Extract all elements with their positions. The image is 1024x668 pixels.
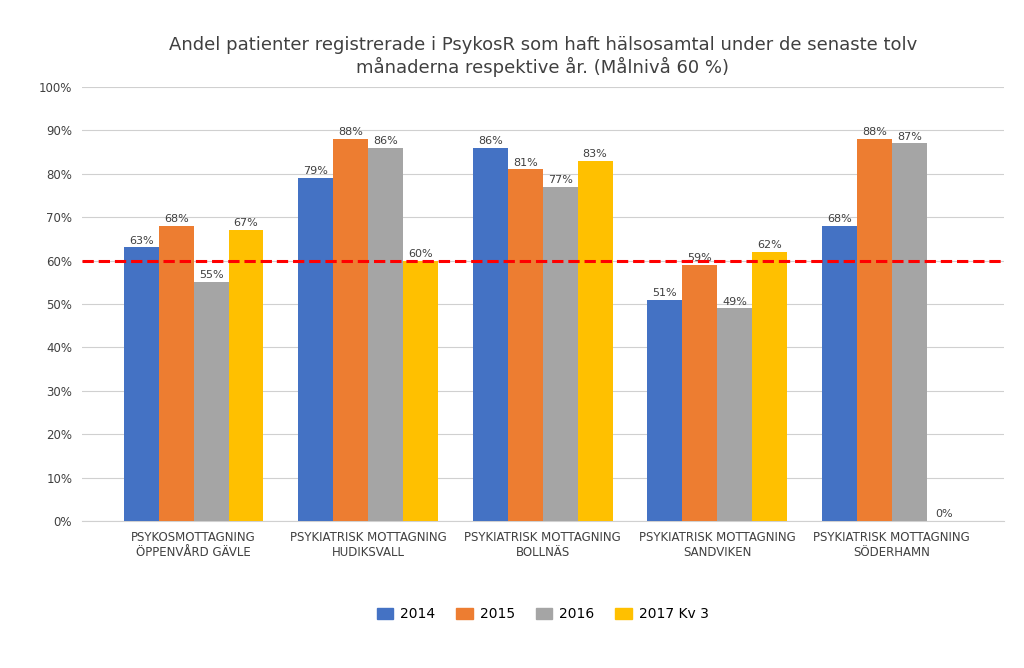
Bar <box>717 309 753 521</box>
Bar <box>647 299 682 521</box>
Text: 87%: 87% <box>897 132 922 142</box>
Bar <box>822 226 857 521</box>
Text: 81%: 81% <box>513 158 538 168</box>
Bar <box>194 282 228 521</box>
Bar <box>403 261 438 521</box>
Bar <box>508 169 543 521</box>
Text: 68%: 68% <box>827 214 852 224</box>
Bar <box>228 230 263 521</box>
Text: 79%: 79% <box>303 166 329 176</box>
Text: 60%: 60% <box>409 248 433 259</box>
Legend: 2014, 2015, 2016, 2017 Kv 3: 2014, 2015, 2016, 2017 Kv 3 <box>371 602 715 627</box>
Title: Andel patienter registrerade i PsykosR som haft hälsosamtal under de senaste tol: Andel patienter registrerade i PsykosR s… <box>169 35 916 77</box>
Text: 59%: 59% <box>687 253 712 263</box>
Bar <box>543 186 578 521</box>
Bar <box>298 178 333 521</box>
Bar <box>369 148 403 521</box>
Text: 49%: 49% <box>722 297 748 307</box>
Text: 51%: 51% <box>652 288 677 298</box>
Bar <box>892 144 927 521</box>
Bar <box>857 139 892 521</box>
Text: 83%: 83% <box>583 149 607 159</box>
Text: 55%: 55% <box>199 271 223 281</box>
Text: 68%: 68% <box>164 214 188 224</box>
Text: 88%: 88% <box>338 127 364 137</box>
Bar <box>473 148 508 521</box>
Text: 86%: 86% <box>478 136 503 146</box>
Bar <box>333 139 369 521</box>
Bar <box>753 252 787 521</box>
Text: 88%: 88% <box>862 127 887 137</box>
Text: 62%: 62% <box>758 240 782 250</box>
Bar <box>578 161 612 521</box>
Text: 63%: 63% <box>129 236 154 246</box>
Text: 77%: 77% <box>548 175 572 185</box>
Bar <box>682 265 717 521</box>
Text: 0%: 0% <box>935 509 953 519</box>
Bar <box>124 248 159 521</box>
Text: 86%: 86% <box>374 136 398 146</box>
Bar <box>159 226 194 521</box>
Text: 67%: 67% <box>233 218 258 228</box>
